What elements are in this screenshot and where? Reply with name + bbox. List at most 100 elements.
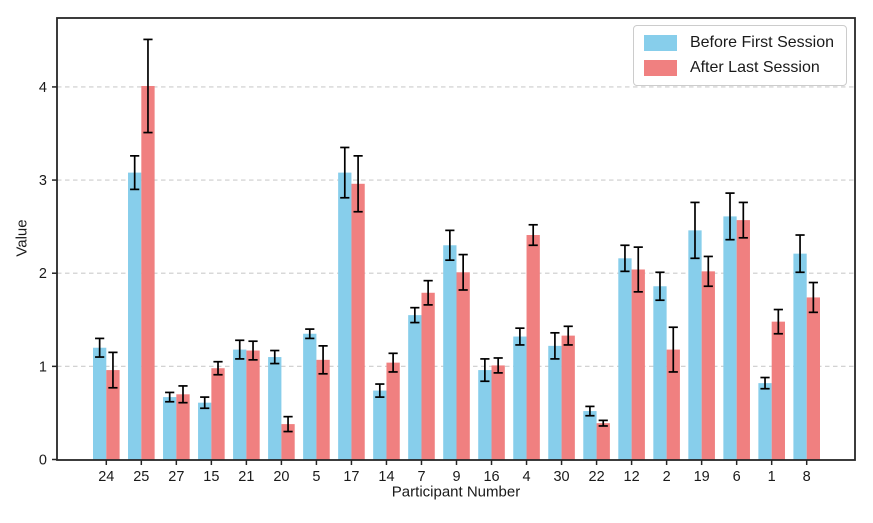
x-tick-label-1: 1 <box>768 469 776 485</box>
x-tick-label-27: 27 <box>168 469 184 485</box>
error-bar-before-7 <box>410 306 420 324</box>
bar-after-19 <box>701 271 715 460</box>
error-bar-after-16 <box>493 357 503 374</box>
bar-before-9 <box>443 245 457 460</box>
error-bar-after-9 <box>458 253 468 291</box>
x-tick-label-12: 12 <box>624 469 640 485</box>
bar-before-2 <box>653 286 667 460</box>
bar-before-17 <box>338 172 352 460</box>
bar-after-20 <box>281 424 295 460</box>
x-tick-label-24: 24 <box>98 469 114 485</box>
error-bar-before-6 <box>725 192 735 241</box>
bar-after-9 <box>456 272 470 460</box>
x-tick-label-19: 19 <box>694 469 710 485</box>
error-bar-before-15 <box>200 396 210 410</box>
error-bar-after-27 <box>178 385 188 404</box>
error-bar-after-1 <box>773 308 783 335</box>
bar-after-27 <box>176 394 190 460</box>
bar-before-1 <box>758 383 772 460</box>
legend: Before First Session After Last Session <box>632 25 847 86</box>
bar-before-16 <box>478 370 492 460</box>
x-tick-label-25: 25 <box>133 469 149 485</box>
bar-before-15 <box>198 402 212 460</box>
error-bar-after-24 <box>108 351 118 389</box>
error-bar-before-1 <box>760 376 770 390</box>
error-bar-before-21 <box>235 339 245 360</box>
bar-after-24 <box>106 370 120 460</box>
x-tick-label-2: 2 <box>663 469 671 485</box>
legend-swatch-after <box>643 60 677 76</box>
bar-after-4 <box>526 235 540 460</box>
error-bar-before-2 <box>655 271 665 302</box>
x-tick-label-8: 8 <box>803 469 811 485</box>
error-bar-after-25 <box>143 38 153 134</box>
y-tick-label-4: 4 <box>39 80 47 96</box>
y-tick-label-0: 0 <box>39 453 47 469</box>
bar-after-1 <box>771 321 785 460</box>
bar-before-6 <box>723 216 737 460</box>
error-bar-after-20 <box>283 415 293 433</box>
error-bar-after-4 <box>528 223 538 247</box>
x-tick-label-20: 20 <box>273 469 289 485</box>
legend-entry-before: Before First Session <box>643 34 834 52</box>
legend-entry-after: After Last Session <box>643 59 834 77</box>
legend-swatch-before <box>643 35 677 51</box>
legend-label-after: After Last Session <box>689 59 820 76</box>
error-bar-after-5 <box>318 345 328 375</box>
x-tick-label-6: 6 <box>733 469 741 485</box>
error-bar-after-14 <box>388 352 398 373</box>
error-bar-before-20 <box>270 349 280 365</box>
error-bar-before-24 <box>95 337 105 358</box>
error-bar-after-22 <box>598 419 608 427</box>
bar-before-25 <box>128 172 142 460</box>
bar-after-8 <box>806 297 820 460</box>
error-bar-before-27 <box>165 391 175 403</box>
error-bar-before-16 <box>480 358 490 383</box>
bar-before-24 <box>93 347 107 460</box>
bar-before-22 <box>583 411 597 460</box>
y-tick-label-3: 3 <box>39 173 47 189</box>
x-tick-label-4: 4 <box>523 469 531 485</box>
bar-after-6 <box>736 220 750 460</box>
error-bar-after-6 <box>738 201 748 239</box>
y-tick-label-2: 2 <box>39 266 47 282</box>
error-bar-before-9 <box>445 229 455 262</box>
x-tick-label-30: 30 <box>553 469 569 485</box>
error-bar-after-8 <box>808 281 818 314</box>
error-bar-after-15 <box>213 360 223 376</box>
bar-after-12 <box>631 269 645 460</box>
error-bar-before-19 <box>690 201 700 260</box>
bar-before-4 <box>513 336 527 460</box>
bar-before-30 <box>548 345 562 460</box>
x-tick-label-14: 14 <box>378 469 394 485</box>
error-bar-before-4 <box>515 327 525 346</box>
x-tick-label-16: 16 <box>483 469 499 485</box>
bar-after-14 <box>386 362 400 460</box>
error-bar-after-7 <box>423 279 433 306</box>
bar-after-22 <box>596 423 610 460</box>
bar-before-7 <box>408 315 422 460</box>
x-tick-label-17: 17 <box>343 469 359 485</box>
error-bar-after-2 <box>668 326 678 373</box>
x-tick-label-15: 15 <box>203 469 219 485</box>
bar-before-21 <box>233 349 247 460</box>
bar-after-7 <box>421 292 435 460</box>
bar-after-5 <box>316 359 330 460</box>
error-bar-after-12 <box>633 246 643 293</box>
x-tick-label-9: 9 <box>452 469 460 485</box>
x-tick-label-22: 22 <box>589 469 605 485</box>
x-tick-label-21: 21 <box>238 469 254 485</box>
x-tick-label-7: 7 <box>417 469 425 485</box>
error-bar-before-22 <box>585 405 595 417</box>
x-axis-label: Participant Number <box>391 483 521 501</box>
bar-before-27 <box>163 397 177 460</box>
error-bar-before-12 <box>620 244 630 273</box>
error-bar-before-5 <box>305 328 315 340</box>
bar-before-12 <box>618 258 632 460</box>
error-bar-after-30 <box>563 325 573 346</box>
bar-before-20 <box>268 357 282 460</box>
legend-label-before: Before First Session <box>689 34 834 51</box>
bar-before-5 <box>303 333 317 460</box>
